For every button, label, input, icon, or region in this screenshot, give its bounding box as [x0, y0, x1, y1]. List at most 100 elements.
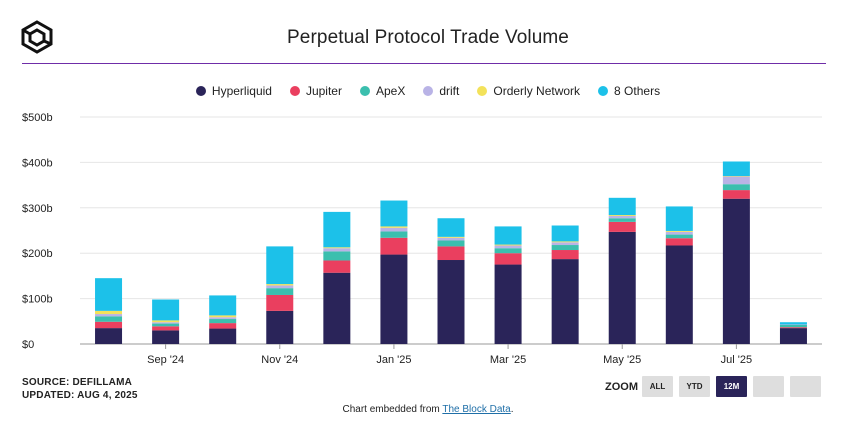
bar-segment-8-others[interactable]: [722, 161, 750, 177]
bar-segment-hyperliquid[interactable]: [152, 330, 180, 344]
bar-segment-jupiter[interactable]: [722, 190, 750, 199]
bar-segment-orderly-network[interactable]: [437, 236, 465, 238]
bar-segment-apex[interactable]: [323, 251, 351, 261]
bar-segment-apex[interactable]: [209, 319, 237, 324]
legend-item-drift[interactable]: drift: [423, 84, 459, 98]
legend-item-apex[interactable]: ApeX: [359, 84, 406, 98]
bar-segment-jupiter[interactable]: [551, 250, 579, 260]
bar-segment-apex[interactable]: [551, 245, 579, 251]
zoom-button-blank[interactable]: [753, 376, 784, 397]
bar-segment-jupiter[interactable]: [266, 294, 294, 311]
bar-segment-jupiter[interactable]: [95, 321, 123, 329]
bar-segment-8-others[interactable]: [437, 218, 465, 237]
x-tick-label: Mar '25: [490, 354, 526, 366]
bar-segment-apex[interactable]: [95, 316, 123, 322]
bar-segment-apex[interactable]: [437, 240, 465, 247]
bar-segment-drift[interactable]: [209, 317, 237, 320]
bar-segment-apex[interactable]: [779, 324, 807, 328]
bar-segment-8-others[interactable]: [323, 211, 351, 248]
bar-segment-8-others[interactable]: [551, 225, 579, 242]
legend-label: ApeX: [375, 84, 406, 98]
bar-segment-jupiter[interactable]: [608, 221, 636, 232]
bar-segment-hyperliquid[interactable]: [437, 260, 465, 344]
bar-segment-hyperliquid[interactable]: [323, 272, 351, 344]
bar-segment-apex[interactable]: [608, 218, 636, 222]
bar-segment-drift[interactable]: [551, 242, 579, 246]
legend-item-8-others[interactable]: 8 Others: [598, 84, 660, 98]
bar-segment-orderly-network[interactable]: [494, 244, 522, 246]
bar-segment-orderly-network[interactable]: [608, 215, 636, 216]
bar-segment-orderly-network[interactable]: [551, 241, 579, 243]
bar-segment-hyperliquid[interactable]: [266, 310, 294, 344]
bar-segment-jupiter[interactable]: [380, 237, 408, 255]
bar-segment-8-others[interactable]: [95, 278, 123, 311]
bar-segment-apex[interactable]: [380, 231, 408, 238]
bar-segment-apex[interactable]: [665, 234, 693, 239]
the-block-data-link[interactable]: The Block Data: [442, 404, 511, 415]
bar-segment-hyperliquid[interactable]: [551, 259, 579, 344]
bar-segment-orderly-network[interactable]: [323, 247, 351, 249]
x-tick-label: May '25: [603, 354, 641, 366]
bar-segment-orderly-network[interactable]: [209, 315, 237, 318]
bar-segment-drift[interactable]: [95, 314, 123, 317]
bar-segment-jupiter[interactable]: [152, 326, 180, 331]
bar-segment-orderly-network[interactable]: [152, 320, 180, 323]
bar-segment-apex[interactable]: [494, 248, 522, 254]
bar-segment-drift[interactable]: [608, 215, 636, 219]
bar-segment-drift[interactable]: [323, 248, 351, 252]
bar-segment-orderly-network[interactable]: [95, 310, 123, 315]
bar-segment-drift[interactable]: [665, 231, 693, 235]
bar-segment-jupiter[interactable]: [779, 327, 807, 329]
title-divider: [22, 63, 826, 64]
bar-segment-orderly-network[interactable]: [266, 284, 294, 286]
source-note: SOURCE: DEFILLAMA UPDATED: AUG 4, 2025: [22, 376, 138, 402]
bar-segment-hyperliquid[interactable]: [608, 231, 636, 344]
bar-segment-8-others[interactable]: [209, 295, 237, 316]
bar-segment-hyperliquid[interactable]: [380, 254, 408, 344]
zoom-button-all[interactable]: ALL: [642, 376, 673, 397]
bar-segment-hyperliquid[interactable]: [665, 245, 693, 344]
bar-segment-8-others[interactable]: [380, 200, 408, 227]
bar-segment-hyperliquid[interactable]: [95, 328, 123, 344]
bar-segment-8-others[interactable]: [266, 246, 294, 285]
bar-segment-apex[interactable]: [266, 288, 294, 295]
bar-segment-drift[interactable]: [437, 237, 465, 241]
bar-segment-apex[interactable]: [152, 323, 180, 327]
legend-item-jupiter[interactable]: Jupiter: [289, 84, 342, 98]
bar-segment-8-others[interactable]: [665, 206, 693, 231]
bar-segment-drift[interactable]: [380, 227, 408, 232]
bar-segment-jupiter[interactable]: [323, 260, 351, 273]
bar-segment-jupiter[interactable]: [209, 323, 237, 329]
x-axis-ticks: Sep '24 Nov '24 Jan '25 Mar '25 May '25 Jul '…: [147, 344, 752, 366]
bar-segment-8-others[interactable]: [779, 322, 807, 325]
legend-swatch: [289, 86, 300, 96]
bar-segment-jupiter[interactable]: [437, 246, 465, 261]
legend-item-orderly-network[interactable]: Orderly Network: [477, 84, 580, 98]
bar-segment-apex[interactable]: [722, 184, 750, 191]
bar-segment-drift[interactable]: [494, 245, 522, 249]
bar-segment-drift[interactable]: [722, 176, 750, 185]
bar-segment-orderly-network[interactable]: [380, 226, 408, 228]
chart-legend: Hyperliquid Jupiter ApeX drift Orderly Netwo…: [0, 84, 856, 98]
bar-segment-orderly-network[interactable]: [665, 230, 693, 232]
legend-swatch: [195, 86, 206, 96]
bar-segment-8-others[interactable]: [608, 197, 636, 216]
bar-segment-hyperliquid[interactable]: [209, 328, 237, 344]
bar-segment-hyperliquid[interactable]: [779, 328, 807, 344]
bar-segment-jupiter[interactable]: [665, 238, 693, 246]
bar-segment-hyperliquid[interactable]: [494, 264, 522, 344]
legend-item-hyperliquid[interactable]: Hyperliquid: [195, 84, 272, 98]
bar-segment-drift[interactable]: [152, 322, 180, 324]
zoom-button-ytd[interactable]: YTD: [679, 376, 710, 397]
y-tick-label: $400b: [22, 157, 53, 169]
zoom-button-blank[interactable]: [790, 376, 821, 397]
bar-segment-hyperliquid[interactable]: [722, 198, 750, 344]
bar-segment-8-others[interactable]: [494, 226, 522, 245]
legend-swatch: [423, 86, 434, 96]
bar-segment-8-others[interactable]: [152, 299, 180, 321]
y-tick-label: $300b: [22, 203, 53, 215]
zoom-button-12m[interactable]: 12M: [716, 376, 747, 397]
bar-segment-jupiter[interactable]: [494, 253, 522, 265]
bar-segment-drift[interactable]: [266, 285, 294, 289]
